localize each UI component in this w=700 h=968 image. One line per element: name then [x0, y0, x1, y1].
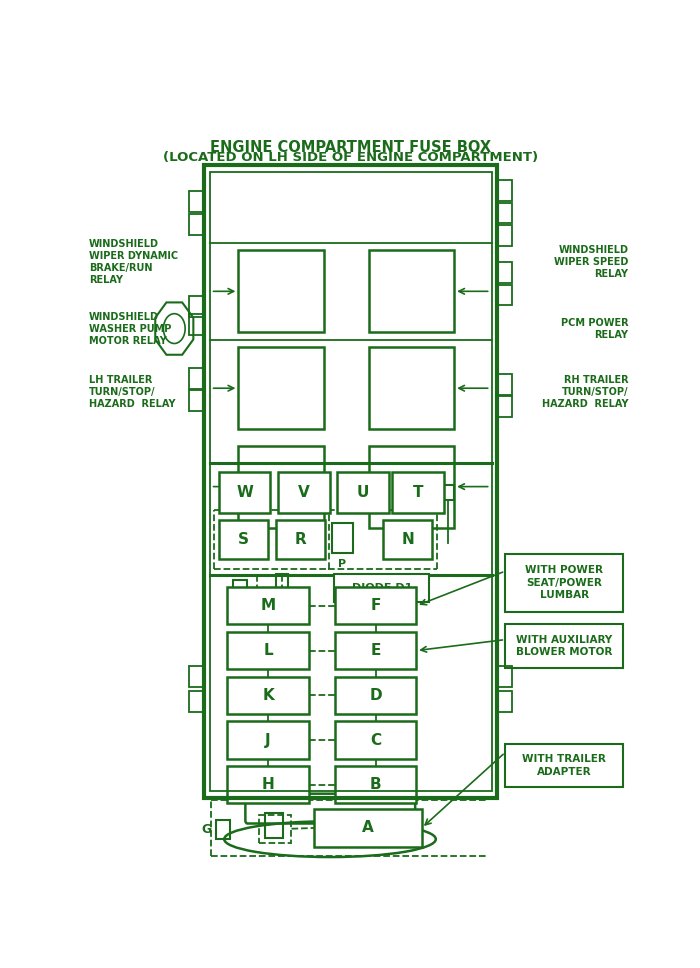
Text: (LOCATED ON LH SIDE OF ENGINE COMPARTMENT): (LOCATED ON LH SIDE OF ENGINE COMPARTMEN…: [163, 151, 538, 165]
Bar: [497, 691, 512, 711]
Bar: [368, 251, 454, 332]
Text: WINDSHIELD
WASHER PUMP
MOTOR RELAY: WINDSHIELD WASHER PUMP MOTOR RELAY: [89, 312, 172, 346]
Bar: [228, 766, 309, 803]
Text: L: L: [263, 643, 273, 658]
Bar: [383, 520, 432, 559]
Text: U: U: [356, 485, 369, 499]
Bar: [335, 632, 416, 669]
Bar: [216, 820, 230, 839]
Bar: [189, 368, 204, 389]
Text: P: P: [338, 560, 346, 569]
Bar: [228, 588, 309, 624]
Bar: [393, 471, 444, 513]
Text: WINDSHIELD
WIPER DYNAMIC
BRAKE/RUN
RELAY: WINDSHIELD WIPER DYNAMIC BRAKE/RUN RELAY: [89, 238, 178, 285]
Bar: [332, 523, 354, 553]
Text: G: G: [202, 823, 211, 836]
Text: WITH TRAILER
ADAPTER: WITH TRAILER ADAPTER: [522, 754, 606, 776]
Text: C: C: [370, 733, 381, 747]
Bar: [505, 743, 624, 787]
Bar: [189, 214, 204, 234]
Bar: [497, 202, 512, 224]
Bar: [238, 445, 324, 528]
Bar: [189, 296, 204, 317]
Bar: [505, 554, 624, 612]
Text: A: A: [362, 821, 374, 835]
Bar: [335, 574, 429, 602]
Text: ENGINE COMPARTMENT FUSE BOX: ENGINE COMPARTMENT FUSE BOX: [210, 140, 491, 155]
Text: F: F: [370, 598, 381, 614]
Bar: [497, 180, 512, 201]
Text: S: S: [238, 532, 248, 547]
Bar: [497, 374, 512, 395]
Bar: [335, 721, 416, 759]
Bar: [204, 165, 497, 799]
Text: WITH AUXILIARY
BLOWER MOTOR: WITH AUXILIARY BLOWER MOTOR: [516, 635, 612, 657]
Text: K: K: [262, 688, 274, 703]
Bar: [189, 691, 204, 711]
Bar: [335, 588, 416, 624]
Bar: [368, 348, 454, 429]
Bar: [505, 624, 624, 668]
Bar: [337, 471, 388, 513]
Text: B: B: [370, 777, 382, 792]
Bar: [276, 520, 325, 559]
Text: RH TRAILER
TURN/STOP/
HAZARD  RELAY: RH TRAILER TURN/STOP/ HAZARD RELAY: [542, 375, 629, 408]
Text: J: J: [265, 733, 271, 747]
Bar: [233, 580, 247, 599]
Bar: [276, 574, 288, 605]
Bar: [238, 251, 324, 332]
Text: LH TRAILER
TURN/STOP/
HAZARD  RELAY: LH TRAILER TURN/STOP/ HAZARD RELAY: [89, 375, 176, 408]
Text: PCM POWER
RELAY: PCM POWER RELAY: [561, 318, 629, 340]
Bar: [497, 397, 512, 417]
Text: H: H: [262, 777, 274, 792]
Text: R: R: [294, 532, 306, 547]
Bar: [265, 813, 284, 837]
Bar: [228, 721, 309, 759]
Bar: [279, 471, 330, 513]
Text: V: V: [298, 485, 310, 499]
Bar: [497, 225, 512, 246]
Bar: [189, 192, 204, 212]
Bar: [228, 632, 309, 669]
Bar: [497, 666, 512, 687]
Bar: [189, 315, 204, 335]
Bar: [189, 666, 204, 687]
Bar: [314, 809, 421, 847]
Text: WINDSHIELD
WIPER SPEED
RELAY: WINDSHIELD WIPER SPEED RELAY: [554, 245, 629, 279]
Bar: [189, 390, 204, 411]
Bar: [368, 445, 454, 528]
Text: D: D: [370, 688, 382, 703]
Text: DIODE D1: DIODE D1: [351, 583, 412, 593]
Bar: [219, 471, 270, 513]
Text: WITH POWER
SEAT/POWER
LUMBAR: WITH POWER SEAT/POWER LUMBAR: [526, 565, 603, 600]
Text: N: N: [401, 532, 414, 547]
Bar: [219, 520, 267, 559]
Bar: [228, 677, 309, 714]
Bar: [497, 285, 512, 306]
Text: W: W: [236, 485, 253, 499]
Text: T: T: [413, 485, 424, 499]
Bar: [238, 348, 324, 429]
Bar: [335, 677, 416, 714]
Bar: [335, 766, 416, 803]
Bar: [497, 262, 512, 283]
Bar: [209, 172, 491, 791]
Text: M: M: [260, 598, 276, 614]
Text: E: E: [370, 643, 381, 658]
Bar: [259, 814, 291, 843]
